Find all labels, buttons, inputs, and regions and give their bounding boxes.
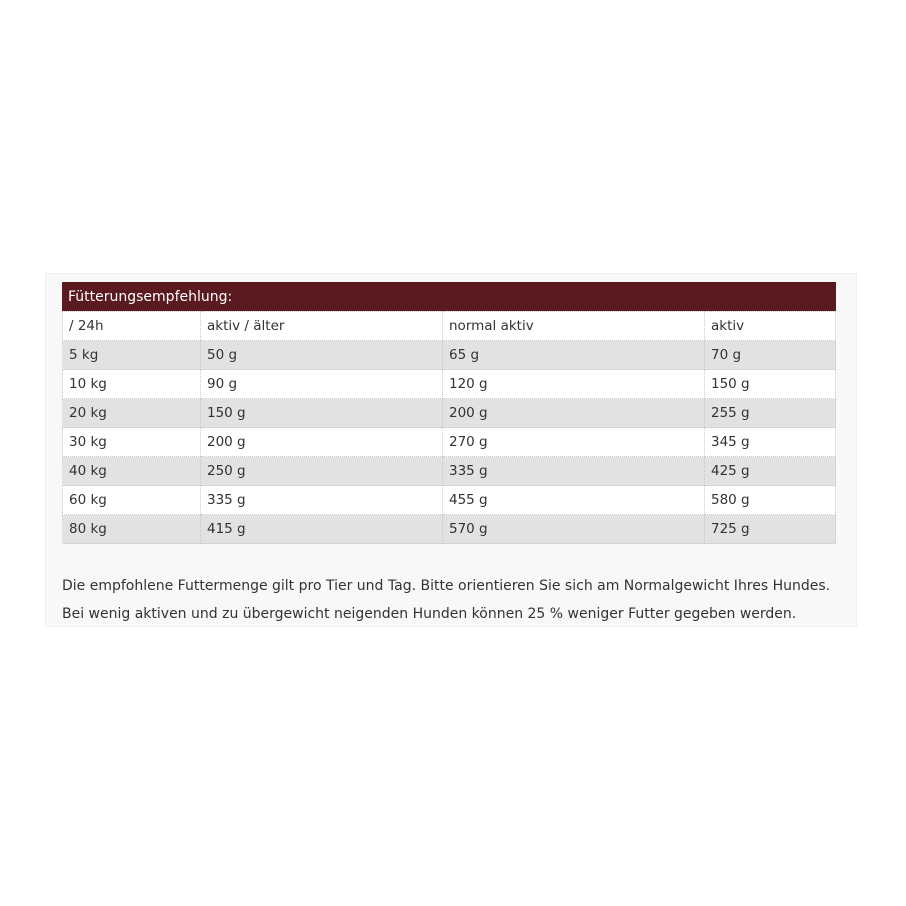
table-row: 20 kg 150 g 200 g 255 g — [62, 398, 836, 428]
table-cell: 335 g — [200, 485, 443, 515]
feeding-note: Die empfohlene Futtermenge gilt pro Tier… — [62, 578, 831, 622]
table-cell: aktiv — [704, 311, 836, 341]
table-row: 60 kg 335 g 455 g 580 g — [62, 485, 836, 515]
table-row: 40 kg 250 g 335 g 425 g — [62, 456, 836, 486]
table-row: 10 kg 90 g 120 g 150 g — [62, 369, 836, 399]
table-cell: 90 g — [200, 369, 443, 399]
table-cell: 120 g — [442, 369, 705, 399]
table-cell: 40 kg — [62, 456, 201, 486]
table-cell: aktiv / älter — [200, 311, 443, 341]
table-caption: Fütterungsempfehlung: — [62, 282, 836, 311]
table-row: 5 kg 50 g 65 g 70 g — [62, 340, 836, 370]
table-cell: 60 kg — [62, 485, 201, 515]
table-cell: 200 g — [200, 427, 443, 457]
table-cell: 270 g — [442, 427, 705, 457]
table-cell: 10 kg — [62, 369, 201, 399]
table-cell: 415 g — [200, 514, 443, 544]
table-cell: 65 g — [442, 340, 705, 370]
table-cell: 335 g — [442, 456, 705, 486]
table-cell: 570 g — [442, 514, 705, 544]
table-cell: 250 g — [200, 456, 443, 486]
table-cell: 80 kg — [62, 514, 201, 544]
table-cell: 200 g — [442, 398, 705, 428]
table-cell: 50 g — [200, 340, 443, 370]
table-row: 80 kg 415 g 570 g 725 g — [62, 514, 836, 544]
table-header-row: / 24h aktiv / älter normal aktiv aktiv — [62, 311, 836, 341]
table-cell: / 24h — [62, 311, 201, 341]
table-row: 30 kg 200 g 270 g 345 g — [62, 427, 836, 457]
feeding-panel: Fütterungsempfehlung: / 24h aktiv / älter… — [45, 273, 857, 627]
table-cell: 425 g — [704, 456, 836, 486]
table-cell: normal aktiv — [442, 311, 705, 341]
table-cell: 345 g — [704, 427, 836, 457]
table-cell: 725 g — [704, 514, 836, 544]
table-cell: 20 kg — [62, 398, 201, 428]
table-cell: 255 g — [704, 398, 836, 428]
table-cell: 70 g — [704, 340, 836, 370]
table-cell: 150 g — [200, 398, 443, 428]
table-cell: 30 kg — [62, 427, 201, 457]
table-cell: 150 g — [704, 369, 836, 399]
feeding-table: Fütterungsempfehlung: / 24h aktiv / älter… — [62, 282, 836, 544]
table-cell: 5 kg — [62, 340, 201, 370]
table-cell: 455 g — [442, 485, 705, 515]
table-cell: 580 g — [704, 485, 836, 515]
